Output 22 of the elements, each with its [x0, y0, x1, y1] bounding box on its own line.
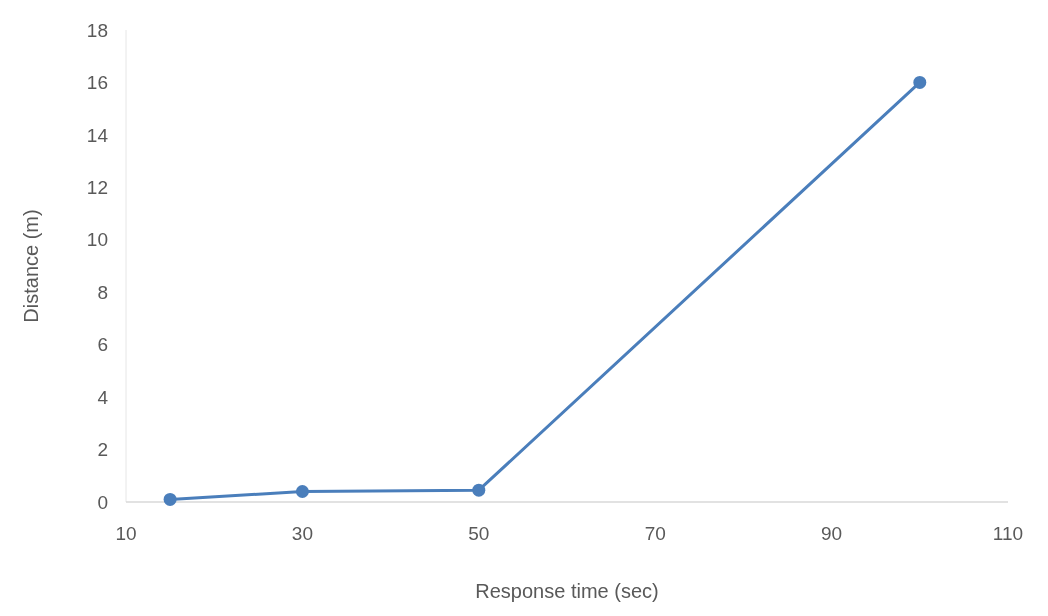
point [913, 75, 927, 89]
y-tick-label: 14 [86, 124, 109, 146]
y-tick-label: 12 [86, 176, 108, 198]
x-tick-label: 50 [468, 523, 490, 544]
y-tick-label: 4 [97, 386, 109, 408]
y-tick-label: 16 [86, 72, 108, 94]
y-axis-title: Distance (m) [20, 209, 42, 323]
point [163, 492, 177, 506]
y-tick-label: 6 [97, 334, 108, 356]
x-tick-label: 10 [115, 523, 137, 544]
x-tick-label: 30 [291, 523, 313, 544]
y-tick-label: 8 [97, 281, 108, 303]
y-tick-label: 10 [86, 229, 108, 251]
y-tick-label: 2 [97, 439, 108, 461]
y-tick-label: 18 [86, 19, 108, 41]
point [295, 485, 309, 499]
x-axis-title: Response time (sec) [475, 580, 659, 602]
x-tick-label: 110 [992, 523, 1024, 544]
y-tick-label: 0 [97, 491, 108, 513]
x-tick-label: 90 [821, 523, 843, 544]
point [472, 483, 486, 497]
x-tick-label: 70 [644, 523, 666, 544]
